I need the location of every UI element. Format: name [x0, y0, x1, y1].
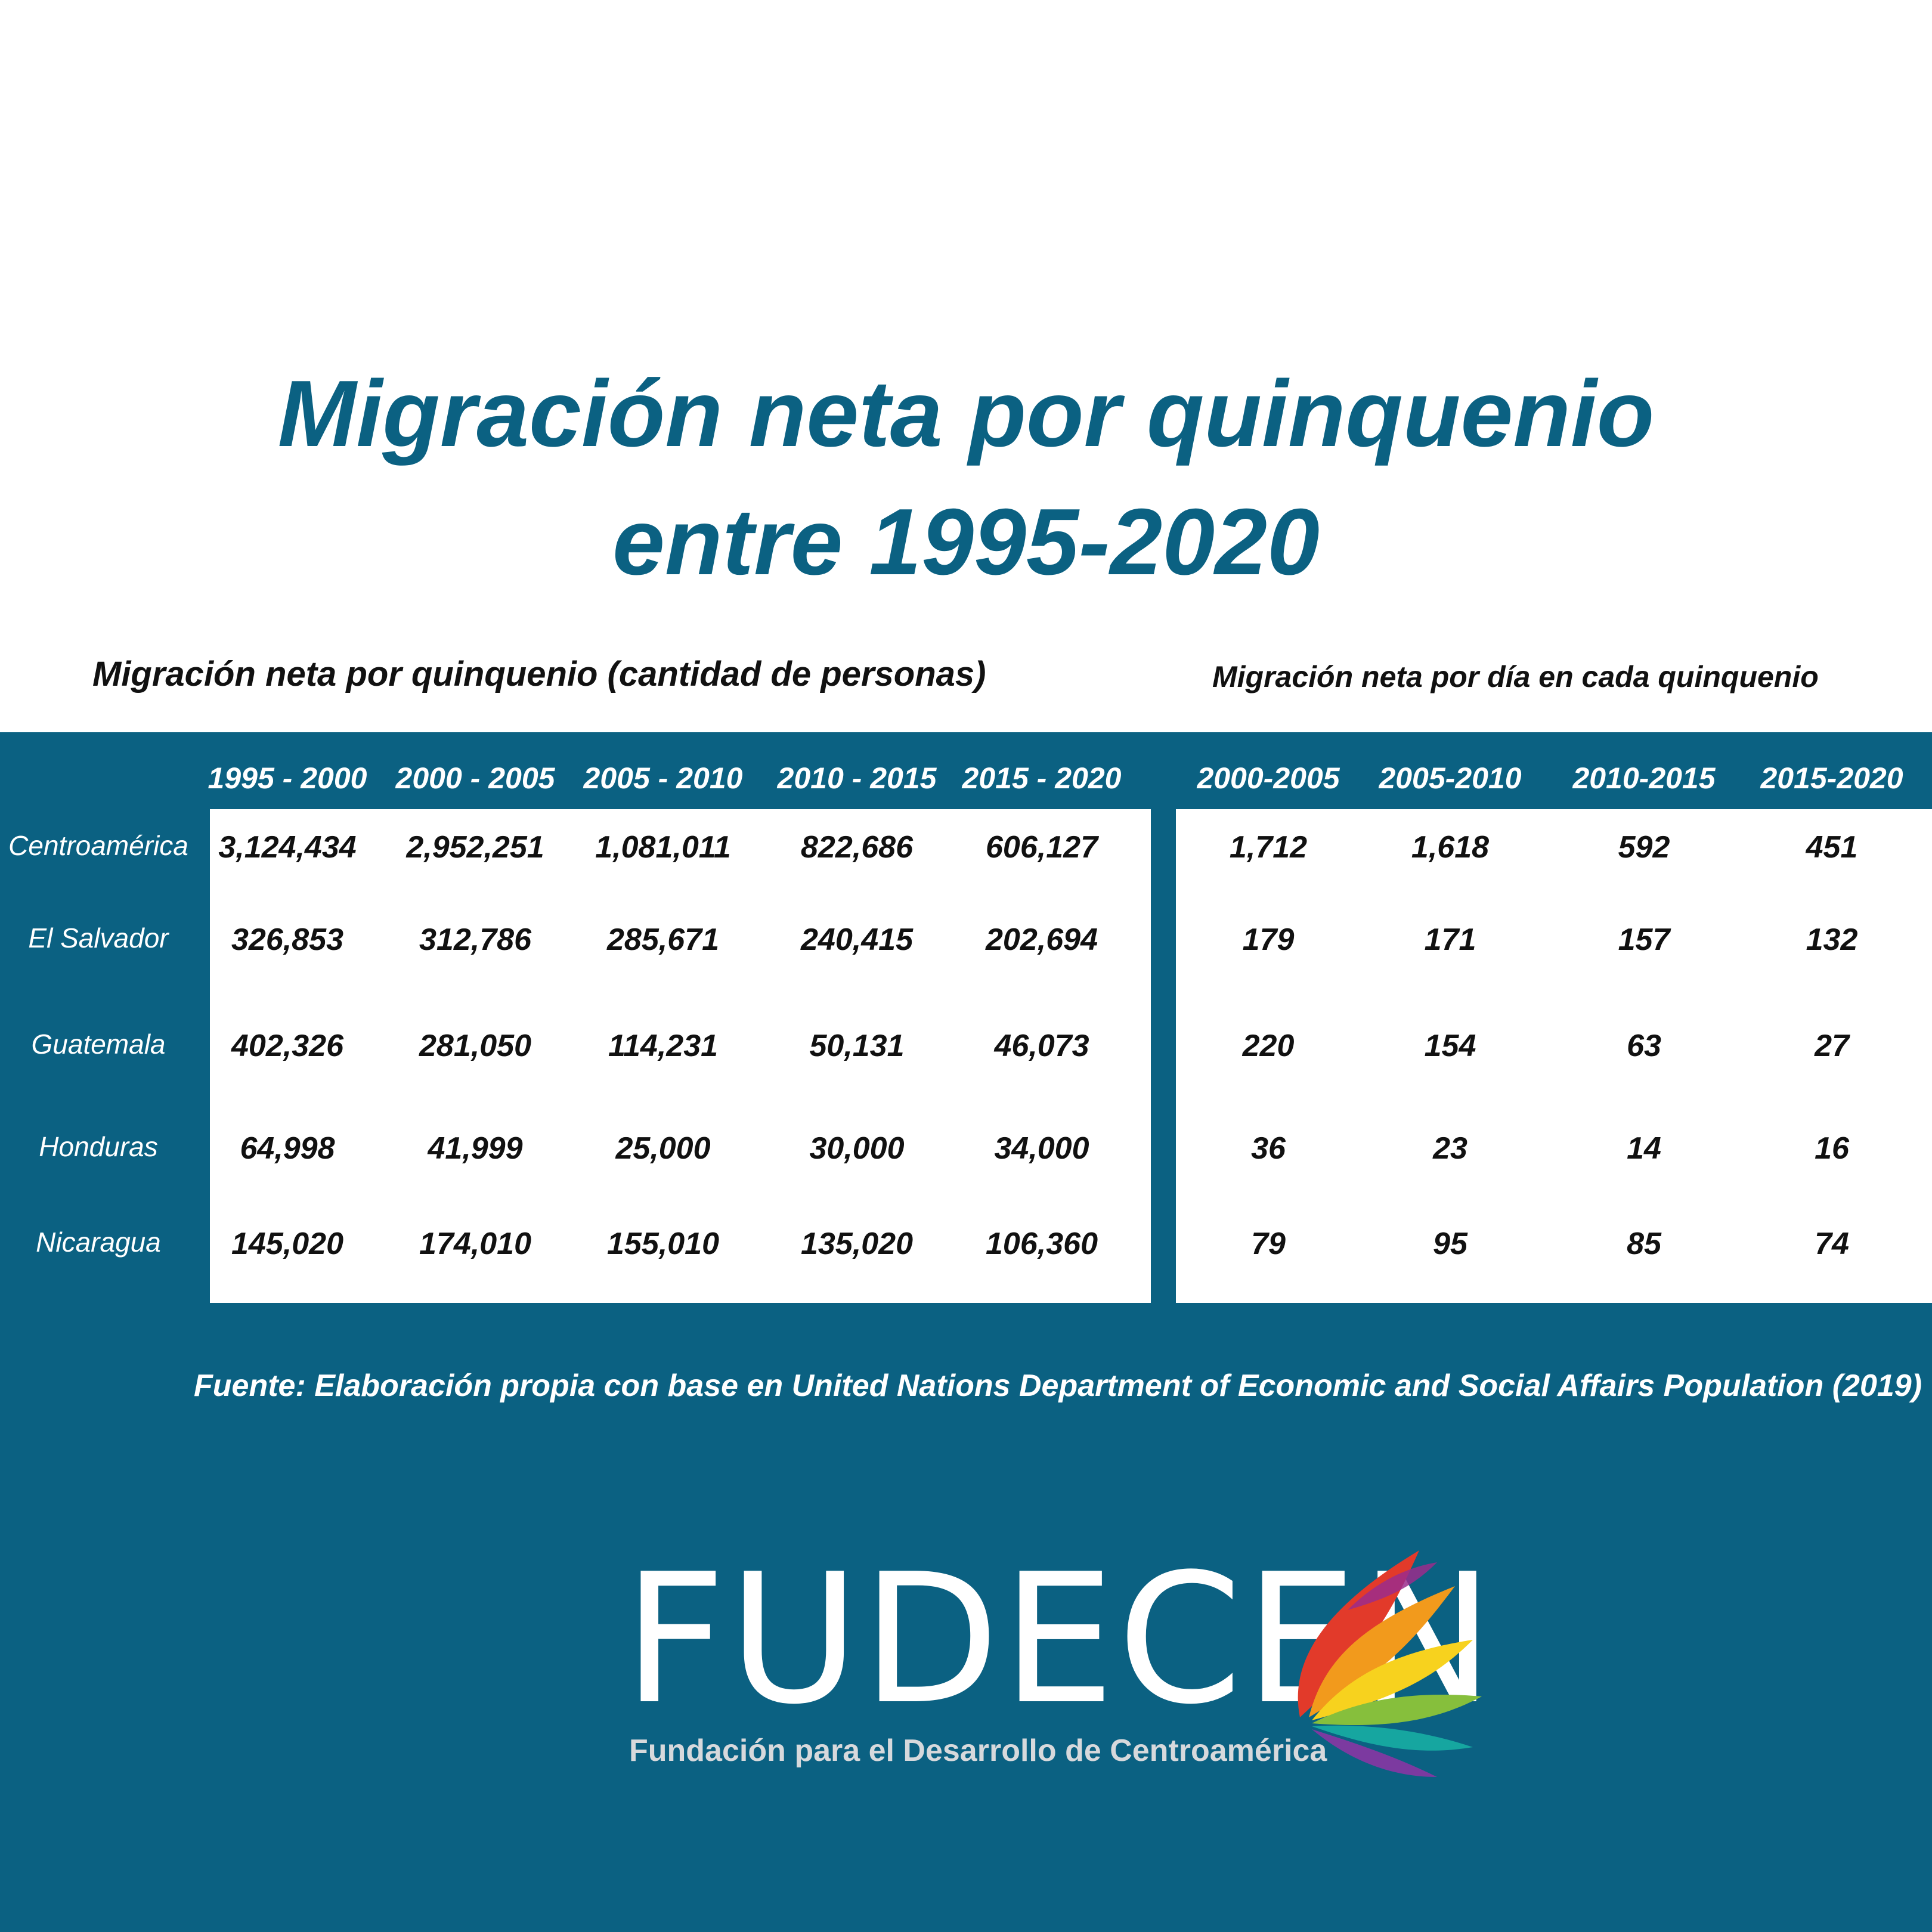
right-table-cell: 1,712 [1229, 830, 1308, 865]
left-table-cell: 135,020 [801, 1227, 913, 1261]
right-table-cell: 85 [1627, 1227, 1661, 1261]
left-table-cell: 174,010 [419, 1227, 531, 1261]
right-table-cell: 220 [1242, 1029, 1295, 1063]
left-table-heading: Migración neta por quinquenio (cantidad … [92, 655, 986, 693]
right-table-cell: 451 [1806, 830, 1858, 865]
right-column-header: 2010-2015 [1572, 761, 1716, 795]
left-table-cell: 202,694 [986, 922, 1098, 957]
right-column-header: 2015-2020 [1760, 761, 1903, 795]
header-area [0, 0, 1932, 732]
page-title-line-1: Migración neta por quinquenio [277, 361, 1655, 466]
right-table-cell: 171 [1424, 922, 1476, 957]
right-table-cell: 16 [1815, 1131, 1849, 1166]
right-table-cell: 154 [1424, 1029, 1476, 1063]
right-table-cell: 592 [1618, 830, 1670, 865]
left-table-cell: 326,853 [231, 922, 343, 957]
left-table-cell: 25,000 [615, 1131, 711, 1166]
right-table-cell: 179 [1242, 922, 1295, 957]
left-table-cell: 402,326 [231, 1029, 343, 1063]
left-column-header: 2010 - 2015 [777, 761, 937, 795]
right-table-cell: 23 [1433, 1131, 1467, 1166]
right-table-cell: 95 [1433, 1227, 1467, 1261]
right-column-header: 2000-2005 [1197, 761, 1340, 795]
right-table-heading: Migración neta por día en cada quinqueni… [1212, 660, 1819, 693]
left-table-cell: 3,124,434 [218, 830, 357, 865]
row-label: El Salvador [28, 922, 169, 953]
page-title-line-2: entre 1995-2020 [612, 490, 1320, 595]
left-table-cell: 606,127 [986, 830, 1098, 865]
right-table-cell: 63 [1627, 1029, 1661, 1063]
logo-tagline: Fundación para el Desarrollo de Centroam… [629, 1733, 1327, 1768]
left-table-cell: 46,073 [994, 1029, 1089, 1063]
left-table-cell: 106,360 [986, 1227, 1098, 1261]
left-table-cell: 281,050 [419, 1029, 531, 1063]
source-note: Fuente: Elaboración propia con base en U… [194, 1368, 1922, 1403]
left-table-cell: 240,415 [801, 922, 913, 957]
right-table-panel [1176, 809, 1932, 1303]
right-table-cell: 157 [1618, 922, 1670, 957]
left-column-header: 2015 - 2020 [962, 761, 1122, 795]
row-label: Nicaragua [36, 1227, 161, 1258]
right-table-cell: 14 [1627, 1131, 1661, 1166]
right-table-cell: 74 [1815, 1227, 1849, 1261]
left-table-cell: 64,998 [240, 1131, 335, 1166]
left-table-cell: 145,020 [231, 1227, 343, 1261]
left-table-cell: 312,786 [419, 922, 531, 957]
row-label: Guatemala [31, 1029, 166, 1060]
logo-leaf-icon [1298, 1550, 1482, 1777]
left-table-cell: 34,000 [994, 1131, 1089, 1166]
right-table-cell: 27 [1815, 1029, 1849, 1063]
left-table-cell: 285,671 [607, 922, 719, 957]
left-table-cell: 41,999 [428, 1131, 523, 1166]
left-table-cell: 2,952,251 [406, 830, 544, 865]
row-label: Honduras [39, 1131, 158, 1162]
left-table-cell: 30,000 [809, 1131, 905, 1166]
right-column-header: 2005-2010 [1379, 761, 1522, 795]
right-table-cell: 79 [1251, 1227, 1286, 1261]
left-column-header: 2005 - 2010 [583, 761, 743, 795]
right-table-cell: 132 [1806, 922, 1858, 957]
left-table-cell: 50,131 [809, 1029, 905, 1063]
left-column-header: 2000 - 2005 [395, 761, 555, 795]
right-table-cell: 36 [1251, 1131, 1286, 1166]
left-table-cell: 114,231 [608, 1029, 719, 1063]
left-table-cell: 822,686 [801, 830, 913, 865]
row-label: Centroamérica [8, 830, 188, 861]
left-table-cell: 155,010 [607, 1227, 719, 1261]
left-column-header: 1995 - 2000 [208, 761, 367, 795]
left-table-cell: 1,081,011 [595, 830, 731, 865]
left-table-panel [210, 809, 1151, 1303]
right-table-cell: 1,618 [1411, 830, 1490, 865]
